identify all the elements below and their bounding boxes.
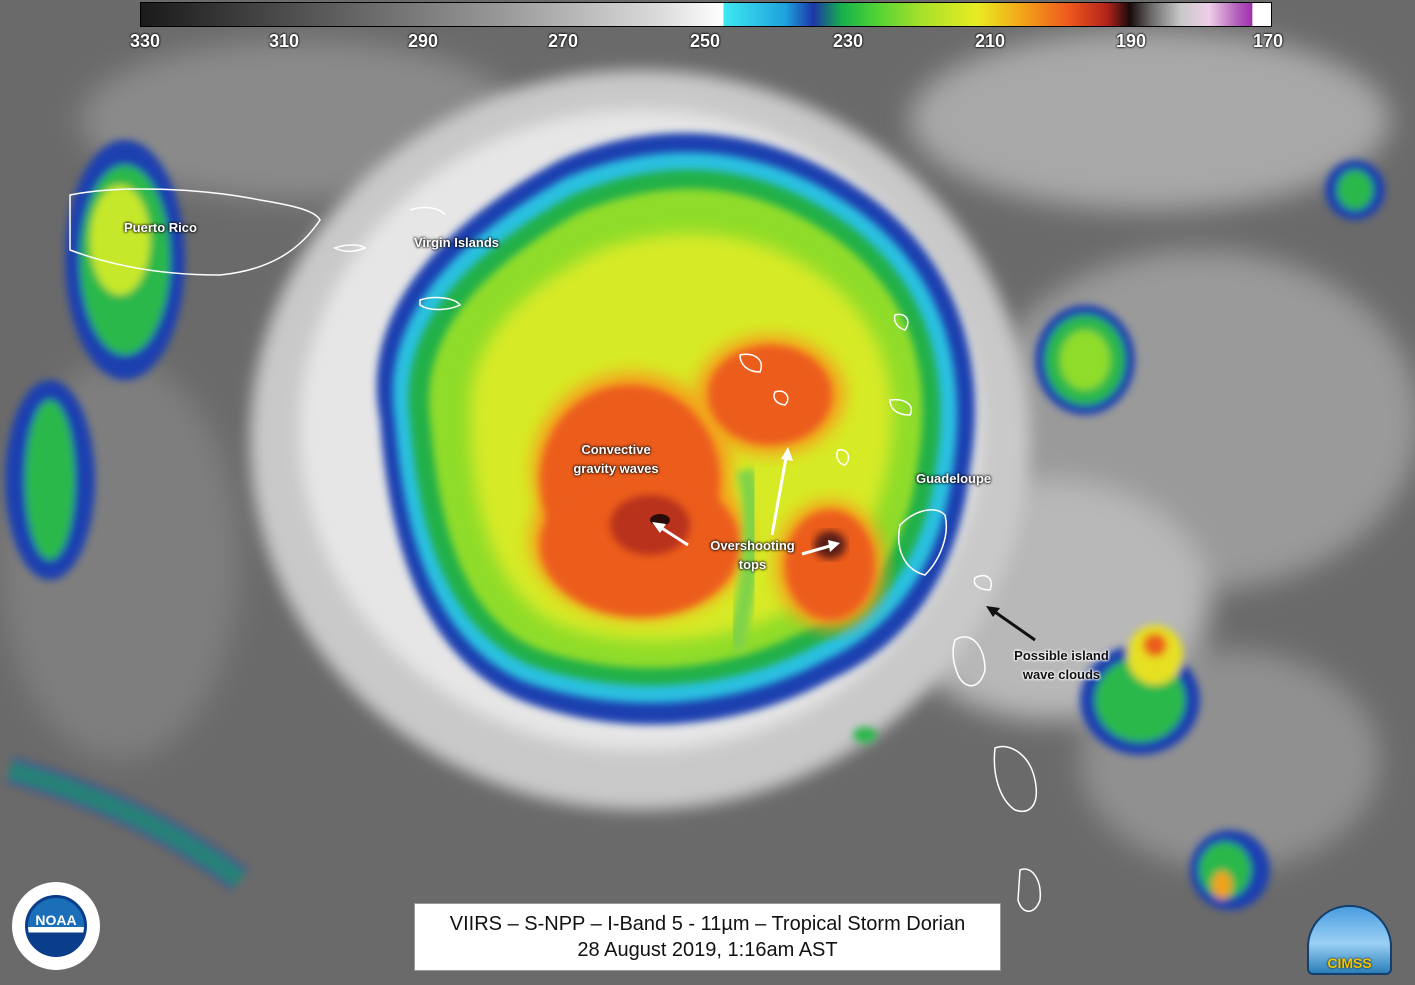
colorbar-tick: 190 [1115, 31, 1147, 51]
colorbar-tick: 270 [547, 31, 579, 51]
noaa-logo: NOAA [12, 882, 100, 970]
title-date: 28 August 2019, 1:16am AST [577, 939, 838, 961]
label-line: Convective [581, 442, 651, 457]
island-outlines [69, 188, 1041, 912]
colorbar-tick: 210 [974, 31, 1006, 51]
other-convective-cells [5, 140, 1385, 910]
storm-cloud-tops [376, 132, 976, 725]
label-line: Overshooting [710, 538, 795, 553]
label-virgin-islands: Virgin Islands [414, 235, 500, 250]
colorbar-tick: 170 [1252, 31, 1284, 51]
label-puerto-rico: Puerto Rico [124, 220, 197, 235]
label-convective-gravity-waves: Convective gravity waves [566, 440, 666, 478]
label-line: Possible island [1014, 648, 1109, 663]
colorbar-tick: 330 [129, 31, 161, 51]
label-line: gravity waves [573, 461, 659, 476]
label-island-wave-clouds: Possible island wave clouds [1004, 646, 1119, 684]
annotation-arrows [652, 447, 1036, 642]
noaa-logo-emblem: NOAA [25, 895, 87, 957]
arrow-overshoot-2 [801, 544, 831, 556]
image-title-box: VIIRS – S-NPP – I-Band 5 - 11µm – Tropic… [414, 903, 1001, 971]
colorbar-tick: 310 [268, 31, 300, 51]
arrow-island-waves [994, 610, 1036, 642]
arrow-overshoot-1 [770, 457, 788, 536]
label-line: wave clouds [1022, 667, 1101, 682]
label-overshooting-tops: Overshooting tops [700, 536, 805, 574]
temperature-colorbar [140, 2, 1272, 27]
label-line: tops [738, 557, 767, 572]
cimss-logo: CIMSS [1307, 905, 1392, 975]
noaa-logo-text: NOAA [35, 912, 77, 928]
colorbar-tick: 230 [832, 31, 864, 51]
colorbar-tick: 250 [689, 31, 721, 51]
title-line: VIIRS – S-NPP – I-Band 5 - 11µm – Tropic… [449, 913, 966, 935]
label-guadeloupe: Guadeloupe [916, 471, 992, 486]
colorbar-tick: 290 [407, 31, 439, 51]
arrow-gravity-waves [659, 525, 689, 547]
cimss-logo-text: CIMSS [1327, 955, 1372, 971]
